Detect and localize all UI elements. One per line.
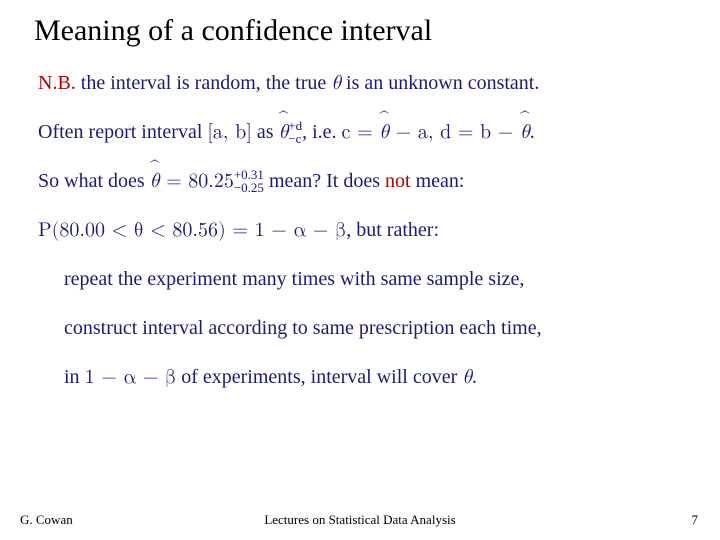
err-bot-2: −0.25 — [234, 182, 264, 194]
line-2: Often report interval [a, b] as θ+d−c, i… — [38, 119, 690, 146]
line-2c: , i.e. — [302, 121, 341, 143]
not-label: not — [385, 170, 411, 192]
line-2a: Often report interval — [38, 121, 207, 143]
theta-cover: θ — [462, 367, 472, 387]
value-8025: = 80.25 — [159, 171, 233, 191]
nb-label: N.B. — [38, 72, 76, 94]
line-3a: So what does — [38, 170, 150, 192]
eq-c-lhs: c = — [342, 122, 380, 142]
line-1: N.B. the interval is random, the true θ … — [38, 70, 690, 97]
footer-title: Lectures on Statistical Data Analysis — [264, 512, 455, 528]
line-5: repeat the experiment many times with sa… — [38, 266, 690, 293]
err-bot: −c — [288, 133, 302, 145]
line-7a: in — [64, 366, 85, 388]
theta-hat: θ — [279, 119, 289, 146]
line-7: in 1 − α − β of experiments, interval wi… — [38, 364, 690, 391]
line-2b: as — [252, 121, 279, 143]
line-6: construct interval according to same pre… — [38, 315, 690, 342]
line-2-end: . — [530, 121, 535, 143]
line-1b: is an unknown constant. — [341, 72, 539, 94]
eq-c-rhs: − a — [389, 122, 428, 142]
prob-expr: P(80.00 < θ < 80.56) = 1 − α − β — [38, 220, 346, 240]
err-stack: +d−c — [288, 120, 302, 145]
theta-hat-4: θ — [150, 168, 160, 195]
line-7c: . — [472, 366, 477, 388]
line-3b: mean? It does — [264, 170, 385, 192]
interval-ab: [a, b] — [207, 122, 251, 142]
slide-title: Meaning of a confidence interval — [34, 14, 432, 48]
theta-symbol: θ — [331, 73, 341, 93]
line-7b: of experiments, interval will cover — [176, 366, 462, 388]
footer-author: G. Cowan — [20, 512, 73, 528]
line-4: P(80.00 < θ < 80.56) = 1 − α − β, but ra… — [38, 217, 690, 244]
eq-d-lhs: , d = b − — [428, 122, 520, 142]
theta-hat-2: θ — [379, 119, 389, 146]
line-4b: , but rather: — [346, 219, 439, 241]
lecture-slide: Meaning of a confidence interval N.B. th… — [0, 0, 720, 540]
line-3c: mean: — [411, 170, 465, 192]
coverage-expr: 1 − α − β — [85, 367, 177, 387]
theta-hat-3: θ — [520, 119, 530, 146]
line-3: So what does θ = 80.25+0.31−0.25 mean? I… — [38, 168, 690, 195]
line-1a: the interval is random, the true — [76, 72, 331, 94]
page-number: 7 — [692, 512, 699, 528]
slide-body: N.B. the interval is random, the true θ … — [38, 70, 690, 413]
err-stack-2: +0.31−0.25 — [234, 169, 264, 194]
